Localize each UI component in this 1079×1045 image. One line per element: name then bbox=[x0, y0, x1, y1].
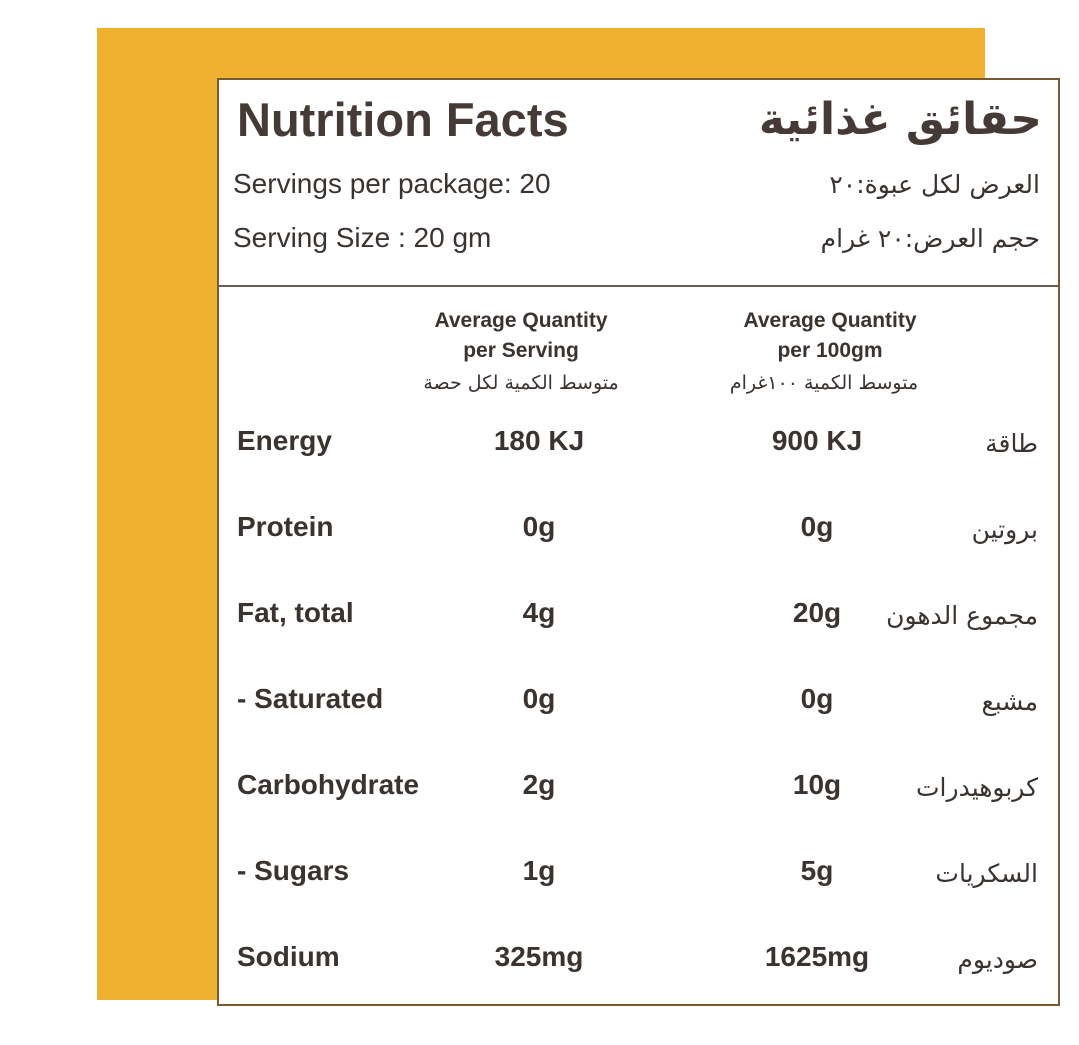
per-serving-value: 4g bbox=[522, 597, 556, 628]
title-arabic: حقائق غذائية bbox=[758, 94, 1042, 145]
nutrient-label: - Sugars bbox=[237, 855, 350, 886]
per-100-value: 0g bbox=[800, 511, 834, 542]
per-100-value: 5g bbox=[800, 855, 834, 886]
nutrient-row: Carbohydrate 2g 10g كربوهيدرات bbox=[219, 769, 1058, 829]
nutrient-label-arabic: مجموع الدهون bbox=[886, 601, 1038, 630]
per-serving-header-line1: Average Quantity bbox=[434, 309, 608, 332]
nutrient-label: Carbohydrate bbox=[237, 769, 420, 800]
nutrient-label-arabic: طاقة bbox=[985, 429, 1038, 458]
nutrient-row: - Saturated 0g 0g مشبع bbox=[219, 683, 1058, 743]
nutrition-panel: Nutrition Facts حقائق غذائية Servings pe… bbox=[217, 78, 1060, 1006]
per-serving-value: 2g bbox=[522, 769, 556, 800]
nutrient-label: Fat, total bbox=[237, 597, 354, 628]
nutrient-label-arabic: صوديوم bbox=[957, 945, 1038, 974]
serving-size-arabic: حجم العرض:٢٠ غرام bbox=[820, 224, 1040, 253]
per-serving-header-line2: per Serving bbox=[463, 339, 579, 362]
per-serving-value: 1g bbox=[522, 855, 556, 886]
per-100-value: 0g bbox=[800, 683, 834, 714]
per-100-value: 10g bbox=[792, 769, 842, 800]
nutrient-label: - Saturated bbox=[237, 683, 384, 714]
nutrient-label: Protein bbox=[237, 511, 334, 542]
nutrient-label-arabic: كربوهيدرات bbox=[916, 773, 1038, 802]
nutrient-row: Protein 0g 0g بروتين bbox=[219, 511, 1058, 571]
nutrient-label-arabic: بروتين bbox=[971, 515, 1038, 544]
divider bbox=[219, 285, 1058, 287]
servings-per-package: Servings per package: 20 bbox=[233, 168, 551, 199]
per-serving-value: 180 KJ bbox=[493, 425, 585, 456]
per-100-value: 1625mg bbox=[764, 941, 870, 972]
per-serving-value: 0g bbox=[522, 511, 556, 542]
nutrient-row: Energy 180 KJ 900 KJ طاقة bbox=[219, 425, 1058, 485]
per-serving-header: Average Quantity per Serving bbox=[434, 306, 607, 366]
nutrient-label-arabic: السكريات bbox=[935, 859, 1038, 888]
nutrient-row: - Sugars 1g 5g السكريات bbox=[219, 855, 1058, 915]
nutrient-row: Fat, total 4g 20g مجموع الدهون bbox=[219, 597, 1058, 657]
serving-size: Serving Size : 20 gm bbox=[233, 222, 492, 253]
per-100-header: Average Quantity per 100gm bbox=[743, 306, 916, 366]
nutrient-label: Energy bbox=[237, 425, 332, 456]
per-serving-value: 325mg bbox=[494, 941, 584, 972]
servings-per-package-arabic: العرض لكل عبوة:٢٠ bbox=[829, 170, 1040, 199]
per-serving-header-arabic: متوسط الكمية لكل حصة bbox=[423, 372, 619, 394]
nutrient-label-arabic: مشبع bbox=[981, 687, 1038, 716]
per-100-value: 900 KJ bbox=[771, 425, 863, 456]
per-100-header-arabic: متوسط الكمية ١٠٠غرام bbox=[729, 372, 919, 394]
per-100-value: 20g bbox=[792, 597, 842, 628]
label-frame: Nutrition Facts حقائق غذائية Servings pe… bbox=[97, 28, 1060, 1006]
title: Nutrition Facts bbox=[237, 93, 569, 146]
nutrient-row: Sodium 325mg 1625mg صوديوم bbox=[219, 941, 1058, 1001]
per-serving-value: 0g bbox=[522, 683, 556, 714]
nutrient-label: Sodium bbox=[237, 941, 340, 972]
per-100-header-line2: per 100gm bbox=[777, 339, 883, 362]
per-100-header-line1: Average Quantity bbox=[743, 309, 917, 332]
